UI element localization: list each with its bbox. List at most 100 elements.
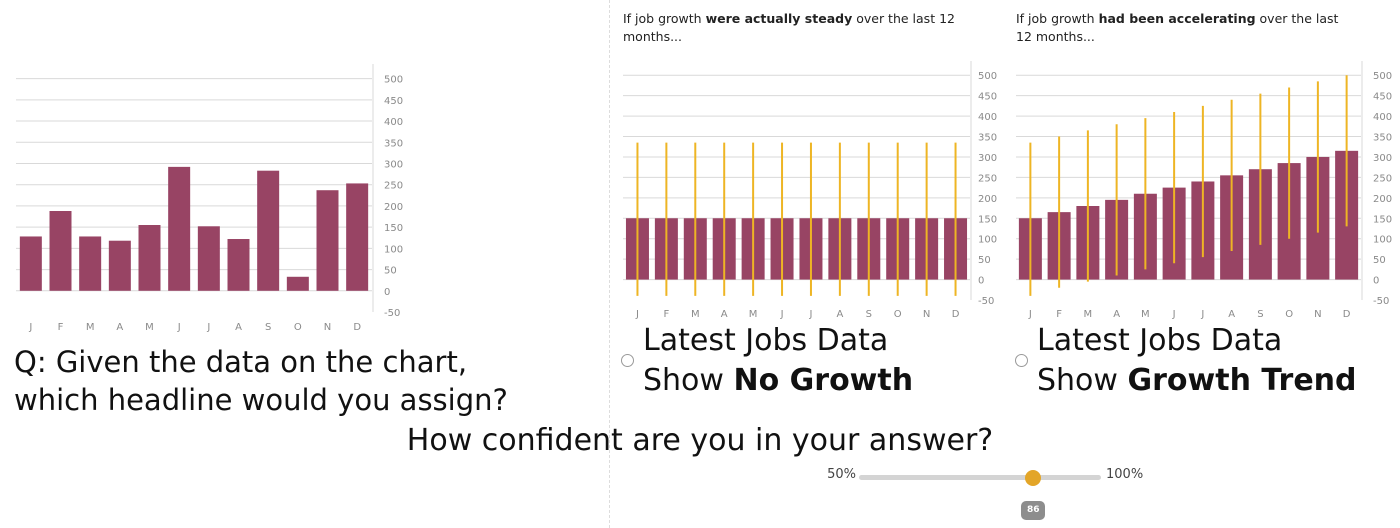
option-no-growth-line2: Show No Growth [643,363,913,398]
option-growth-trend-line2: Show Growth Trend [1037,363,1357,398]
x-tick-label: S [866,309,872,320]
slider-min-label: 50% [827,467,856,482]
x-tick-label: O [1285,309,1293,320]
confidence-question: How confident are you in your answer? [406,423,994,458]
steady-growth-chart: -50 0 50 100 150 200 250 300 350 400 450 500 J F M A M J J… [623,61,997,320]
x-tick-label: J [206,322,210,333]
y-tick-label: 200 [1373,194,1392,205]
x-tick-label: F [58,322,64,333]
option-no-growth[interactable]: Latest Jobs Data Show No Growth [621,321,913,401]
accelerating-caption-bold: had been accelerating [1098,11,1256,26]
y-tick-label: 500 [978,71,997,82]
y-tick-label: 400 [1373,112,1392,123]
y-tick-label: -50 [384,308,400,319]
x-tick-label: A [1113,309,1120,320]
slider-track[interactable]: 86 [859,470,1101,520]
bar [79,236,102,291]
question-line-2: which headline would you assign? [14,383,508,417]
x-tick-label: M [1141,309,1150,320]
bar [138,225,161,291]
x-tick-label: D [353,322,361,333]
x-tick-label: A [721,309,728,320]
x-tick-label: M [1084,309,1093,320]
y-tick-label: 350 [978,133,997,144]
x-tick-label: J [1028,309,1032,320]
slider-max-label: 100% [1106,467,1144,482]
y-tick-label: 0 [384,287,390,298]
question-line-1: Q: Given the data on the chart, [14,345,468,379]
slider-thumb[interactable] [1025,470,1042,486]
panel-divider [609,0,610,528]
bar [346,183,369,291]
y-tick-label: 0 [978,276,984,287]
x-tick-label: O [294,322,302,333]
y-tick-label: 100 [384,244,403,255]
x-tick-label: M [749,309,758,320]
x-tick-label: O [894,309,902,320]
y-tick-label: -50 [1373,296,1389,307]
x-tick-label: J [635,309,639,320]
x-tick-label: J [1200,309,1204,320]
x-tick-label: J [28,322,32,333]
y-tick-label: 300 [384,159,403,170]
option-no-growth-bold: No Growth [733,363,914,398]
bar [19,236,42,291]
y-tick-label: 400 [978,112,997,123]
y-tick-label: 50 [978,255,991,266]
x-tick-label: N [1314,309,1321,320]
steady-caption: If job growth were actually steady over … [623,10,963,46]
y-tick-label: 350 [384,138,403,149]
steady-caption-pre: If job growth [623,11,706,26]
confidence-slider[interactable]: 50% 86 100% [820,466,1160,520]
option-no-growth-prefix: Show [643,363,734,398]
y-tick-label: 50 [1373,255,1386,266]
x-tick-label: D [952,309,960,320]
question-text: Q: Given the data on the chart, which he… [14,343,604,419]
x-tick-label: M [86,322,95,333]
y-tick-label: 450 [384,96,403,107]
y-tick-label: 250 [978,173,997,184]
bar [168,166,191,291]
bar [197,226,220,291]
y-tick-label: 300 [1373,153,1392,164]
x-tick-label: A [235,322,242,333]
bar [316,190,339,291]
option-growth-trend[interactable]: Latest Jobs Data Show Growth Trend [1015,321,1357,401]
bar [49,211,72,291]
slider-value-badge: 86 [1021,501,1046,520]
y-tick-label: 100 [1373,235,1392,246]
steady-caption-bold: were actually steady [705,11,853,26]
option-growth-trend-bold: Growth Trend [1127,363,1357,398]
x-tick-label: D [1343,309,1351,320]
x-tick-label: J [780,309,784,320]
accelerating-caption: If job growth had been accelerating over… [1016,10,1356,46]
accelerating-growth-chart: -50 0 50 100 150 200 250 300 350 400 450 500 J F M A M J J… [1016,61,1392,320]
bar [108,240,131,291]
radio-growth-trend[interactable] [1015,354,1028,367]
original-jobs-chart: -50 0 50 100 150 200 250 300 350 400 450 500 J F M A M J J… [16,64,403,333]
y-tick-label: 200 [384,202,403,213]
bar [257,170,280,291]
x-tick-label: J [1172,309,1176,320]
x-tick-label: M [691,309,700,320]
y-tick-label: 400 [384,117,403,128]
y-tick-label: 500 [1373,71,1392,82]
x-tick-label: J [177,322,181,333]
y-tick-label: 450 [978,92,997,103]
y-tick-label: 500 [384,75,403,86]
y-tick-label: 300 [978,153,997,164]
radio-no-growth[interactable] [621,354,634,367]
y-tick-label: 450 [1373,92,1392,103]
x-tick-label: S [265,322,271,333]
y-tick-label: 250 [1373,173,1392,184]
option-no-growth-line1: Latest Jobs Data [643,323,889,358]
y-tick-label: 0 [1373,276,1379,287]
y-tick-label: 150 [978,214,997,225]
y-tick-label: 250 [384,181,403,192]
x-tick-label: A [836,309,843,320]
steady-caption-post: over the last 12 months... [623,11,955,44]
x-tick-label: N [923,309,930,320]
option-growth-trend-prefix: Show [1037,363,1128,398]
x-tick-label: A [1228,309,1235,320]
x-tick-label: A [116,322,123,333]
